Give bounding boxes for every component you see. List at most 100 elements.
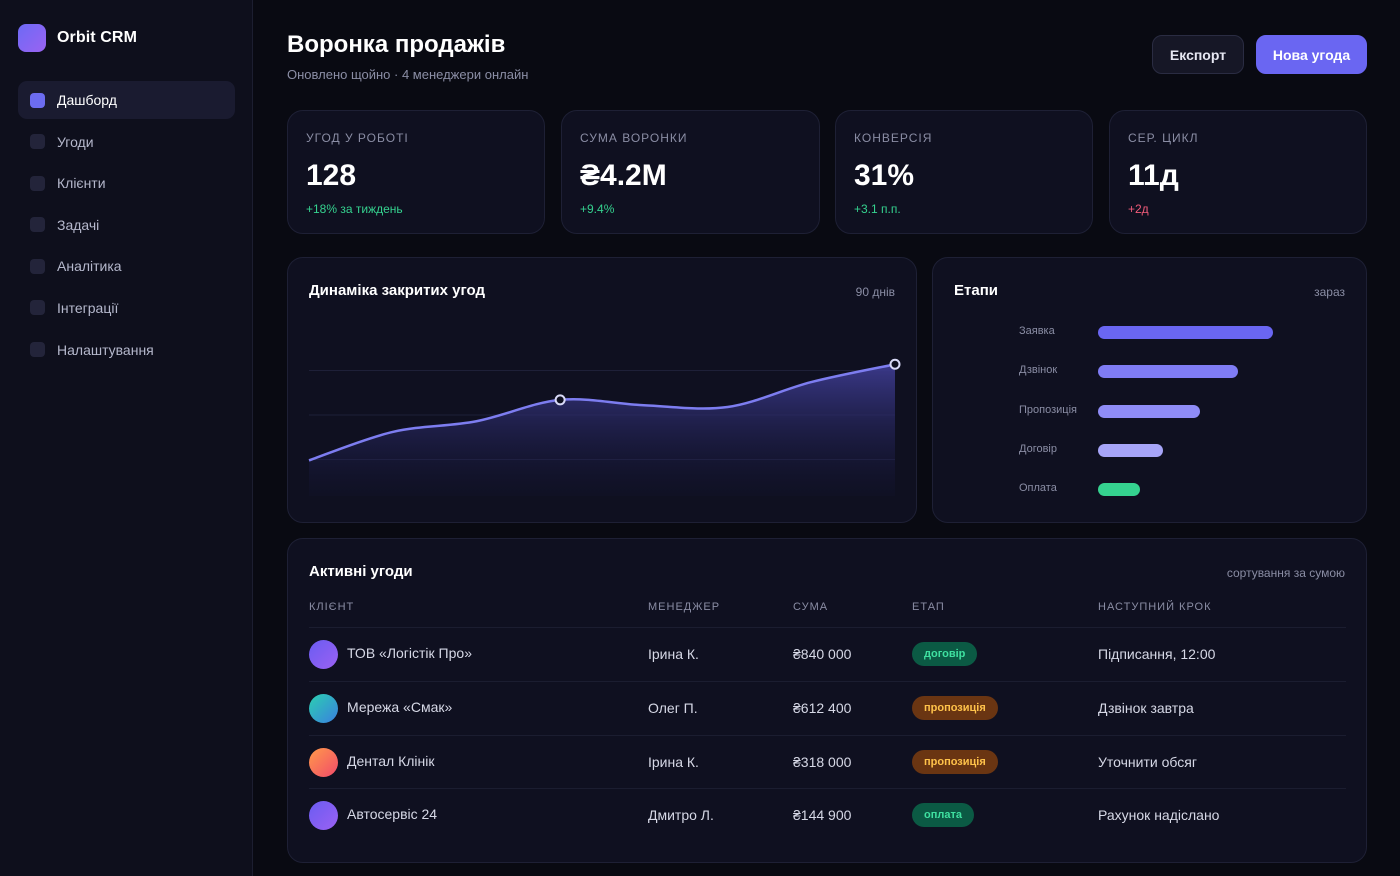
sort-toggle[interactable]: сортування за сумою bbox=[1226, 566, 1345, 580]
sidebar-item-settings[interactable]: Налаштування bbox=[18, 331, 235, 369]
column-header-amount[interactable]: СУМА bbox=[793, 601, 829, 613]
next-step: Рахунок надіслано bbox=[1098, 807, 1220, 823]
deals-title: Активні угоди bbox=[309, 563, 413, 580]
stage-row-proposal: Пропозиція bbox=[933, 401, 1366, 421]
integrations-icon bbox=[30, 300, 45, 316]
sidebar-item-label: Інтеграції bbox=[57, 299, 119, 316]
kpi-card-pipeline-sum: СУМА ВОРОНКИ ₴4.2M +9.4% bbox=[561, 110, 820, 234]
client-name: Дентал Клінік bbox=[347, 753, 435, 769]
avatar bbox=[309, 801, 338, 830]
chart-area bbox=[309, 364, 895, 496]
stage-badge: оплата bbox=[912, 803, 974, 827]
deal-amount: ₴612 400 bbox=[793, 700, 852, 716]
logo-icon bbox=[18, 24, 46, 52]
table-row[interactable]: Автосервіс 24 Дмитро Л. ₴144 900 оплата … bbox=[309, 788, 1346, 842]
stage-bar bbox=[1098, 365, 1238, 378]
next-step: Уточнити обсяг bbox=[1098, 754, 1197, 770]
stage-bar bbox=[1098, 405, 1200, 418]
stage-label: Договір bbox=[1019, 443, 1057, 455]
deal-amount: ₴144 900 bbox=[793, 807, 852, 823]
stage-row-contract: Договір bbox=[933, 440, 1366, 460]
dynamics-chart bbox=[308, 358, 901, 496]
sidebar-item-clients[interactable]: Клієнти bbox=[18, 164, 235, 202]
stage-row-request: Заявка bbox=[933, 322, 1366, 342]
kpi-card-deals-in-progress: УГОД У РОБОТІ 128 +18% за тиждень bbox=[287, 110, 545, 234]
stage-label: Дзвінок bbox=[1019, 364, 1058, 376]
new-deal-button[interactable]: Нова угода bbox=[1256, 35, 1367, 74]
sidebar-item-label: Угоди bbox=[57, 133, 94, 150]
brand[interactable]: Orbit CRM bbox=[18, 24, 137, 52]
analytics-icon bbox=[30, 258, 45, 274]
kpi-value: 128 bbox=[306, 159, 357, 192]
kpi-label: СЕР. ЦИКЛ bbox=[1128, 131, 1199, 145]
sidebar-item-label: Налаштування bbox=[57, 341, 154, 358]
dynamics-title: Динаміка закритих угод bbox=[309, 282, 486, 299]
deals-icon bbox=[30, 134, 45, 150]
sidebar-nav: Дашборд Угоди Клієнти Задачі Аналітика І… bbox=[18, 81, 235, 372]
page-subtitle: Оновлено щойно · 4 менеджери онлайн bbox=[287, 67, 529, 82]
kpi-delta: +18% за тиждень bbox=[306, 202, 403, 216]
clients-icon bbox=[30, 175, 45, 191]
sidebar-item-dashboard[interactable]: Дашборд bbox=[18, 81, 235, 119]
kpi-value: 11д bbox=[1128, 159, 1179, 192]
client-name: Автосервіс 24 bbox=[347, 806, 438, 822]
app-name: Orbit CRM bbox=[57, 29, 138, 46]
table-row[interactable]: Мережа «Смак» Олег П. ₴612 400 пропозиці… bbox=[309, 681, 1346, 735]
sidebar-item-integrations[interactable]: Інтеграції bbox=[18, 289, 235, 327]
stage-bar bbox=[1098, 326, 1273, 339]
client-name: ТОВ «Логістік Про» bbox=[347, 645, 472, 661]
kpi-delta: +9.4% bbox=[580, 202, 615, 216]
kpi-label: СУМА ВОРОНКИ bbox=[580, 131, 688, 145]
next-step: Дзвінок завтра bbox=[1098, 700, 1194, 716]
sidebar-item-deals[interactable]: Угоди bbox=[18, 123, 235, 161]
sidebar-item-analytics[interactable]: Аналітика bbox=[18, 247, 235, 285]
sidebar-item-tasks[interactable]: Задачі bbox=[18, 206, 235, 244]
stages-card: Етапи зараз Заявка Дзвінок Пропозиція До… bbox=[932, 257, 1367, 523]
column-header-stage[interactable]: ЕТАП bbox=[912, 601, 945, 613]
stage-bar bbox=[1098, 444, 1163, 457]
stage-row-payment: Оплата bbox=[933, 479, 1366, 499]
stage-label: Пропозиція bbox=[1019, 404, 1077, 416]
stage-label: Заявка bbox=[1019, 325, 1055, 337]
stage-badge: договір bbox=[912, 642, 978, 666]
dynamics-card: Динаміка закритих угод 90 днів bbox=[287, 257, 917, 523]
active-deals-card: Активні угоди сортування за сумою КЛІЄНТ… bbox=[287, 538, 1367, 863]
stages-title: Етапи bbox=[954, 282, 998, 299]
chart-line bbox=[308, 363, 896, 462]
settings-icon bbox=[30, 342, 45, 358]
sidebar-item-label: Клієнти bbox=[57, 175, 106, 192]
chart-point bbox=[554, 394, 566, 406]
column-header-next-step[interactable]: НАСТУПНИЙ КРОК bbox=[1098, 601, 1212, 613]
column-header-manager[interactable]: МЕНЕДЖЕР bbox=[648, 601, 721, 613]
stage-bar bbox=[1098, 483, 1140, 496]
stage-badge: пропозиція bbox=[912, 750, 998, 774]
next-step: Підписання, 12:00 bbox=[1098, 646, 1216, 662]
export-button[interactable]: Експорт bbox=[1152, 35, 1244, 74]
manager-name: Ірина К. bbox=[648, 646, 699, 662]
stage-badge: пропозиція bbox=[912, 696, 998, 720]
kpi-card-conversion: КОНВЕРСІЯ 31% +3.1 п.п. bbox=[835, 110, 1093, 234]
deal-amount: ₴318 000 bbox=[793, 754, 852, 770]
stages-meta: зараз bbox=[1314, 285, 1345, 299]
sidebar-item-label: Дашборд bbox=[57, 92, 117, 108]
stage-row-call: Дзвінок bbox=[933, 361, 1366, 381]
sidebar: Orbit CRM Дашборд Угоди Клієнти Задачі А… bbox=[0, 0, 253, 876]
sidebar-item-label: Задачі bbox=[57, 216, 100, 233]
stage-label: Оплата bbox=[1019, 482, 1057, 494]
table-row[interactable]: Дентал Клінік Ірина К. ₴318 000 пропозиц… bbox=[309, 735, 1346, 789]
kpi-value: ₴4.2M bbox=[580, 159, 667, 192]
table-row[interactable]: ТОВ «Логістік Про» Ірина К. ₴840 000 дог… bbox=[309, 627, 1346, 681]
avatar bbox=[309, 748, 338, 777]
page-title: Воронка продажів bbox=[287, 31, 506, 58]
column-header-client[interactable]: КЛІЄНТ bbox=[309, 601, 355, 613]
avatar bbox=[309, 694, 338, 723]
kpi-label: КОНВЕРСІЯ bbox=[854, 131, 933, 145]
avatar bbox=[309, 640, 338, 669]
manager-name: Ірина К. bbox=[648, 754, 699, 770]
kpi-delta: +2д bbox=[1128, 202, 1149, 216]
manager-name: Дмитро Л. bbox=[648, 807, 714, 823]
chart-point bbox=[889, 358, 901, 370]
tasks-icon bbox=[30, 217, 45, 233]
dynamics-period: 90 днів bbox=[855, 285, 895, 299]
kpi-value: 31% bbox=[854, 159, 915, 192]
